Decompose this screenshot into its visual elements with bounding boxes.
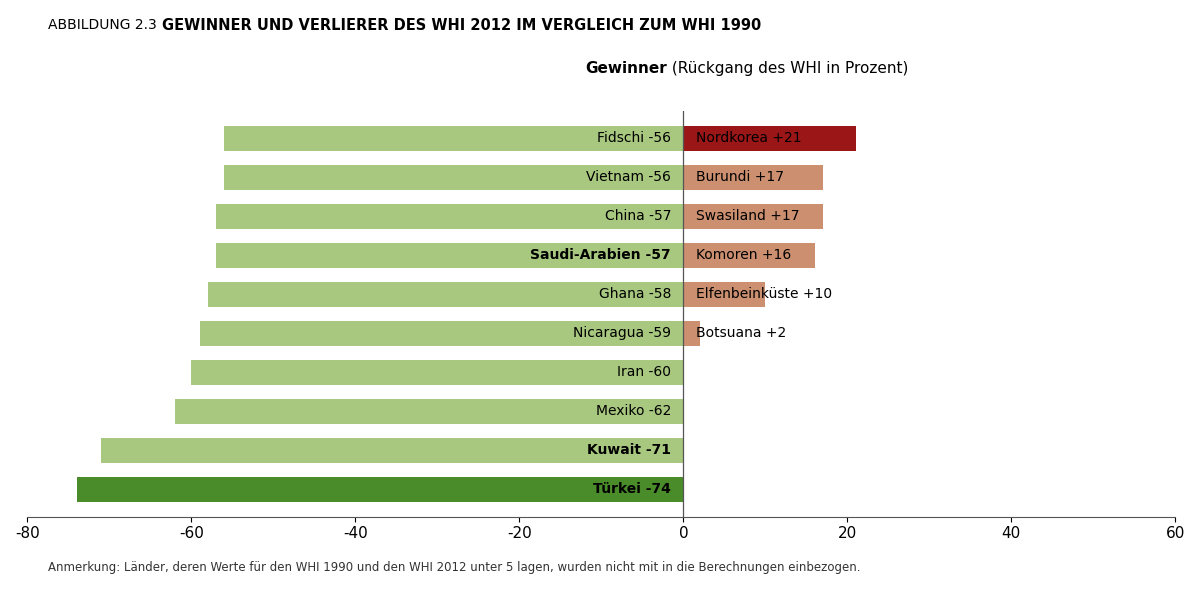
Text: Elfenbeinküste +10: Elfenbeinküste +10: [696, 287, 832, 301]
Text: GEWINNER UND VERLIERER DES WHI 2012 IM VERGLEICH ZUM WHI 1990: GEWINNER UND VERLIERER DES WHI 2012 IM V…: [162, 18, 761, 33]
Bar: [224, 126, 683, 151]
Bar: [683, 165, 823, 190]
Text: Vietnam -56: Vietnam -56: [586, 170, 671, 184]
Text: Swasiland +17: Swasiland +17: [696, 209, 799, 223]
Text: Iran -60: Iran -60: [617, 365, 671, 379]
Text: ABBILDUNG 2.3: ABBILDUNG 2.3: [48, 18, 157, 32]
Text: Gewinner: Gewinner: [586, 61, 667, 76]
Bar: [208, 282, 683, 307]
Bar: [101, 437, 683, 463]
Text: Ghana -58: Ghana -58: [599, 287, 671, 301]
Text: Kuwait -71: Kuwait -71: [587, 443, 671, 458]
Bar: [216, 204, 683, 229]
Bar: [683, 321, 700, 346]
Bar: [175, 398, 683, 424]
Bar: [683, 282, 766, 307]
Text: Botsuana +2: Botsuana +2: [696, 326, 786, 340]
Text: (Rückgang des WHI in Prozent): (Rückgang des WHI in Prozent): [667, 61, 908, 76]
Text: Fidschi -56: Fidschi -56: [598, 131, 671, 145]
Bar: [683, 126, 856, 151]
Text: Komoren +16: Komoren +16: [696, 248, 791, 262]
Bar: [191, 360, 683, 385]
Bar: [683, 204, 823, 229]
Text: Burundi +17: Burundi +17: [696, 170, 784, 184]
Text: Türkei -74: Türkei -74: [593, 482, 671, 497]
Text: China -57: China -57: [605, 209, 671, 223]
Bar: [224, 165, 683, 190]
Text: Mexiko -62: Mexiko -62: [595, 404, 671, 419]
Text: Anmerkung: Länder, deren Werte für den WHI 1990 und den WHI 2012 unter 5 lagen, : Anmerkung: Länder, deren Werte für den W…: [48, 561, 860, 574]
Bar: [216, 243, 683, 268]
Bar: [199, 321, 683, 346]
Text: Nicaragua -59: Nicaragua -59: [574, 326, 671, 340]
Text: Nordkorea +21: Nordkorea +21: [696, 131, 802, 145]
Text: Saudi-Arabien -57: Saudi-Arabien -57: [530, 248, 671, 262]
Bar: [683, 243, 815, 268]
Bar: [77, 477, 683, 502]
